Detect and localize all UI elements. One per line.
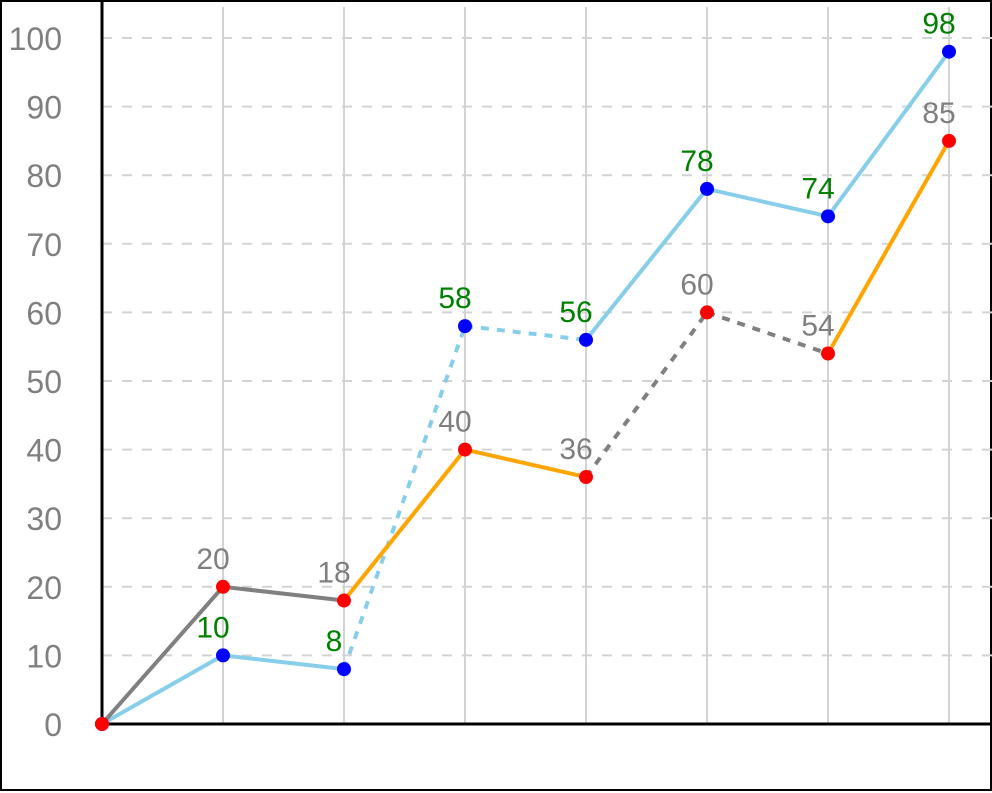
y-tick-label: 30 — [26, 501, 62, 537]
series-2-data-label: 18 — [317, 557, 350, 590]
series-2-point — [216, 579, 230, 594]
series-2-segment — [342, 448, 467, 602]
series-2-point — [821, 346, 835, 361]
series-1-data-label: 78 — [680, 145, 713, 178]
y-tick-label: 10 — [26, 638, 62, 674]
series-1-data-label: 10 — [196, 611, 229, 644]
series-2-point — [337, 593, 351, 608]
series-2-segment — [464, 447, 587, 479]
series-2-data-label: 36 — [559, 433, 592, 466]
series-2-segment — [584, 311, 709, 479]
series-2-segment — [706, 310, 829, 356]
y-tick-label: 0 — [44, 707, 62, 743]
series-1-segment — [584, 187, 709, 342]
series-1-segment — [342, 325, 467, 670]
y-tick-label: 60 — [26, 295, 62, 331]
series-1-data-label: 74 — [801, 172, 834, 205]
series-1-data-label: 56 — [559, 296, 592, 329]
series-1-point — [216, 648, 230, 663]
series-1-point — [700, 181, 714, 196]
series-2-segment — [100, 585, 225, 726]
series-1-segment — [464, 324, 587, 342]
series-1-point — [337, 662, 351, 677]
y-tick-label: 80 — [26, 158, 62, 194]
series-1-segment — [101, 653, 224, 726]
series-1-point — [458, 319, 472, 334]
y-tick-label: 40 — [26, 433, 62, 469]
series-1-data-label: 58 — [438, 282, 471, 315]
series-2-point — [579, 470, 593, 485]
series-2-data-label: 85 — [922, 97, 955, 130]
series-2-data-label: 40 — [438, 406, 471, 439]
series-2-point — [458, 442, 472, 457]
series-1-segment — [826, 50, 951, 218]
series-2-data-label: 20 — [196, 543, 229, 576]
series-1-point — [579, 332, 593, 347]
y-tick-label: 50 — [26, 364, 62, 400]
series-2-data-label: 54 — [801, 310, 834, 343]
series-2-segment — [826, 139, 951, 355]
series-1-segment — [706, 186, 829, 219]
series-2-point — [700, 305, 714, 320]
series-2-point — [95, 717, 109, 731]
series-2-segment — [222, 584, 345, 603]
series-1-data-label: 98 — [922, 8, 955, 41]
y-tick-label: 90 — [26, 90, 62, 126]
series-1-segment — [222, 653, 345, 672]
series-1-point — [942, 44, 956, 59]
series-2-point — [942, 133, 956, 148]
series-2-data-label: 60 — [680, 268, 713, 301]
y-tick-label: 100 — [9, 21, 62, 57]
y-tick-label: 70 — [26, 227, 62, 263]
series-1-point — [821, 209, 835, 224]
series-1-data-label: 8 — [326, 625, 343, 658]
y-tick-label: 20 — [26, 570, 62, 606]
